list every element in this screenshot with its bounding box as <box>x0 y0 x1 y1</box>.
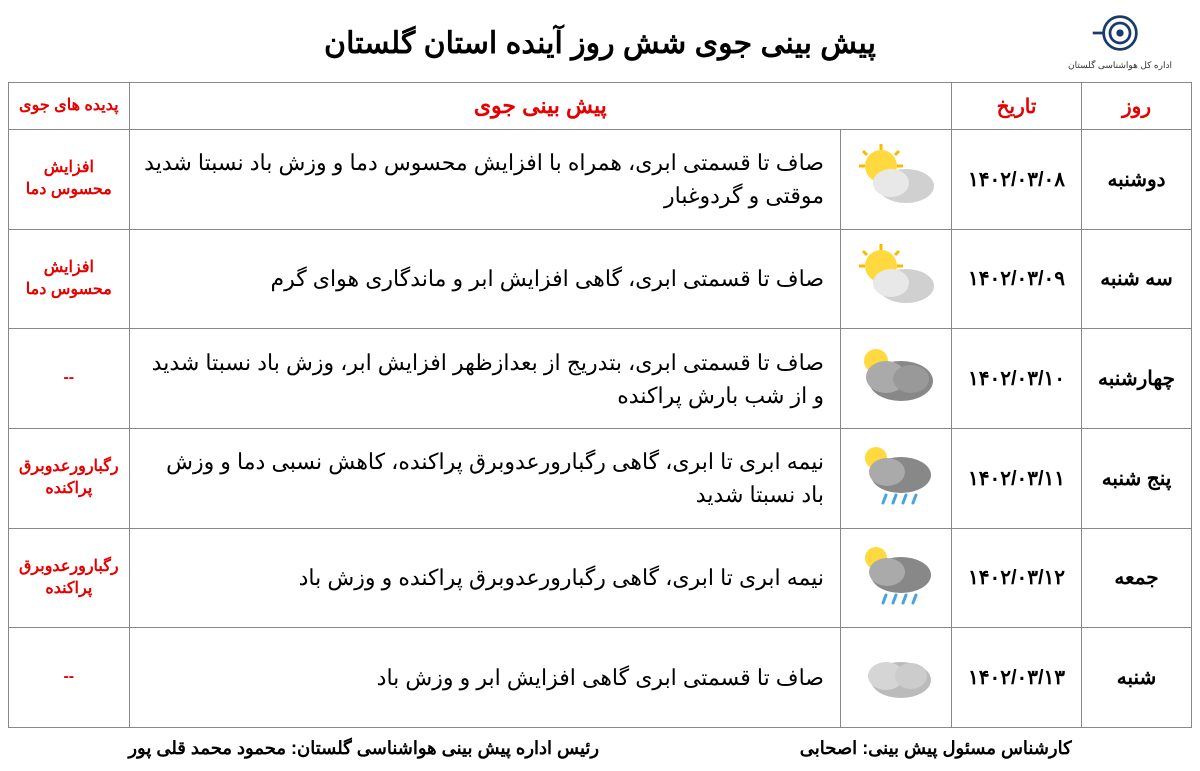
icon-cell <box>841 229 952 329</box>
table-row: چهارشنبه ۱۴۰۲/۰۳/۱۰ صاف تا قسمتی ابری، ب… <box>9 329 1192 429</box>
date-cell: ۱۴۰۲/۰۳/۱۰ <box>952 329 1082 429</box>
table-row: شنبه ۱۴۰۲/۰۳/۱۳ صاف تا قسمتی ابری گاهی ا… <box>9 628 1192 728</box>
forecast-cell: صاف تا قسمتی ابری، بتدریج از بعدازظهر اف… <box>129 329 840 429</box>
forecast-cell: صاف تا قسمتی ابری، گاهی افزایش ابر و مان… <box>129 229 840 329</box>
cloud-icon <box>851 640 941 710</box>
table-row: دوشنبه ۱۴۰۲/۰۳/۰۸ صاف تا قسمتی ابری، همر… <box>9 130 1192 230</box>
icon-cell <box>841 329 952 429</box>
icon-cell <box>841 628 952 728</box>
sun-cloud-icon <box>851 141 941 211</box>
phenomena-cell: رگبارورعدوبرق پراکنده <box>9 428 130 528</box>
meteorology-logo-icon <box>1090 13 1150 53</box>
date-cell: ۱۴۰۲/۰۳/۰۹ <box>952 229 1082 329</box>
day-cell: شنبه <box>1082 628 1192 728</box>
table-row: سه شنبه ۱۴۰۲/۰۳/۰۹ صاف تا قسمتی ابری، گا… <box>9 229 1192 329</box>
day-cell: پنج شنبه <box>1082 428 1192 528</box>
phenomena-cell: -- <box>9 628 130 728</box>
table-row: جمعه ۱۴۰۲/۰۳/۱۲ نیمه ابری تا ابری، گاهی … <box>9 528 1192 628</box>
header-phenomena: پدیده های جوی <box>9 83 130 130</box>
day-cell: چهارشنبه <box>1082 329 1192 429</box>
expert-signature: کارشناس مسئول پیش بینی: اصحابی <box>800 738 1072 759</box>
forecast-cell: صاف تا قسمتی ابری گاهی افزایش ابر و وزش … <box>129 628 840 728</box>
table-row: پنج شنبه ۱۴۰۲/۰۳/۱۱ نیمه ابری تا ابری، گ… <box>9 428 1192 528</box>
logo: اداره کل هواشناسی گلستان <box>1068 13 1172 71</box>
phenomena-cell: -- <box>9 329 130 429</box>
forecast-cell: صاف تا قسمتی ابری، همراه با افزایش محسوس… <box>129 130 840 230</box>
phenomena-cell: افزایش محسوس دما <box>9 229 130 329</box>
forecast-cell: نیمه ابری تا ابری، گاهی رگبارورعدوبرق پر… <box>129 528 840 628</box>
forecast-table: روز تاریخ پیش بینی جوی پدیده های جوی دوش… <box>8 82 1192 728</box>
header-forecast: پیش بینی جوی <box>129 83 951 130</box>
forecast-cell: نیمه ابری تا ابری، گاهی رگبارورعدوبرق پر… <box>129 428 840 528</box>
date-cell: ۱۴۰۲/۰۳/۰۸ <box>952 130 1082 230</box>
footer: کارشناس مسئول پیش بینی: اصحابی رئیس ادار… <box>8 728 1192 763</box>
header: اداره کل هواشناسی گلستان پیش بینی جوی شش… <box>8 8 1192 78</box>
page-title: پیش بینی جوی شش روز آینده استان گلستان <box>324 26 876 61</box>
sun-cloud-icon <box>851 241 941 311</box>
phenomena-cell: رگبارورعدوبرق پراکنده <box>9 528 130 628</box>
header-day: روز <box>1082 83 1192 130</box>
icon-cell <box>841 528 952 628</box>
rain-cloud-icon <box>851 440 941 510</box>
header-date: تاریخ <box>952 83 1082 130</box>
logo-caption: اداره کل هواشناسی گلستان <box>1068 60 1172 71</box>
day-cell: دوشنبه <box>1082 130 1192 230</box>
icon-cell <box>841 130 952 230</box>
date-cell: ۱۴۰۲/۰۳/۱۱ <box>952 428 1082 528</box>
day-cell: جمعه <box>1082 528 1192 628</box>
heavy-cloud-icon <box>851 341 941 411</box>
day-cell: سه شنبه <box>1082 229 1192 329</box>
rain-cloud-icon <box>851 540 941 610</box>
phenomena-cell: افزایش محسوس دما <box>9 130 130 230</box>
date-cell: ۱۴۰۲/۰۳/۱۳ <box>952 628 1082 728</box>
chief-signature: رئیس اداره پیش بینی هواشناسی گلستان: محم… <box>128 738 599 759</box>
icon-cell <box>841 428 952 528</box>
date-cell: ۱۴۰۲/۰۳/۱۲ <box>952 528 1082 628</box>
